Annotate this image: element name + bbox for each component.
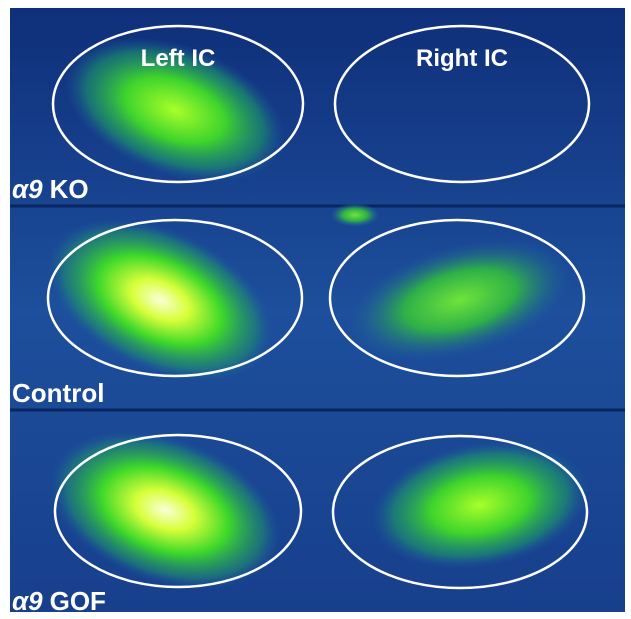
fluorescence bbox=[330, 203, 380, 227]
label-part: α9 bbox=[12, 586, 43, 616]
row-label: Control bbox=[12, 378, 104, 408]
label-part: α9 bbox=[12, 174, 43, 204]
column-label: Right IC bbox=[416, 45, 508, 72]
label-part: GOF bbox=[50, 586, 106, 616]
figure: Left IC Right IC α9KOControlα9GOF bbox=[0, 0, 631, 619]
column-label: Left IC bbox=[141, 45, 216, 72]
label-part: Control bbox=[12, 378, 104, 408]
label-part: KO bbox=[50, 174, 89, 204]
